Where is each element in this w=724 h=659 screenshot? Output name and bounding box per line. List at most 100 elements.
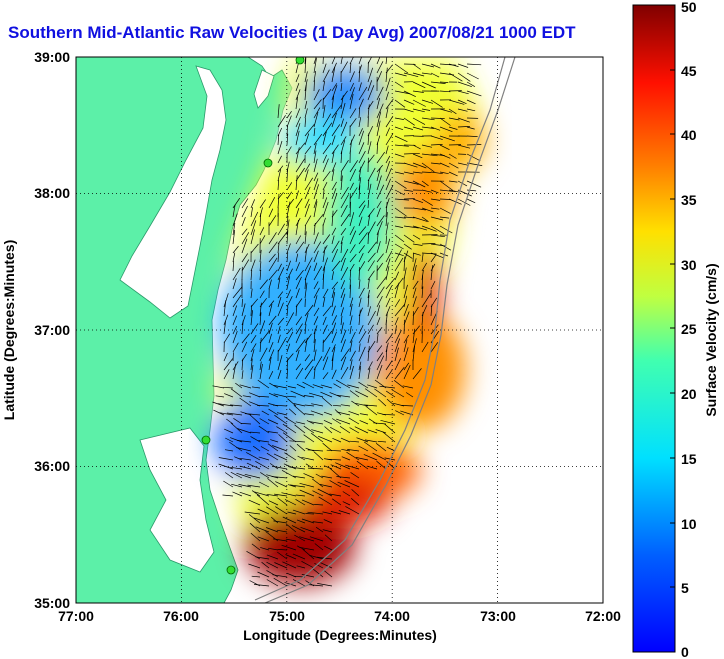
velocity-arrow bbox=[313, 568, 324, 578]
velocity-arrow bbox=[223, 352, 228, 362]
velocity-arrow bbox=[260, 446, 270, 452]
velocity-arrow bbox=[295, 190, 299, 200]
velocity-arrow bbox=[358, 267, 360, 281]
velocity-arrow bbox=[259, 249, 262, 263]
velocity-arrow bbox=[385, 277, 396, 290]
velocity-arrow bbox=[224, 449, 234, 452]
velocity-arrow bbox=[266, 579, 279, 587]
velocity-arrow bbox=[237, 428, 252, 434]
velocity-arrow bbox=[376, 61, 384, 74]
velocity-arrow bbox=[278, 434, 288, 443]
velocity-arrow bbox=[358, 253, 364, 263]
velocity-arrow bbox=[376, 231, 379, 245]
velocity-arrow bbox=[266, 554, 279, 560]
velocity-arrow bbox=[250, 310, 253, 326]
velocity-arrow bbox=[386, 398, 396, 407]
velocity-arrow bbox=[241, 315, 246, 326]
velocity-arrow bbox=[385, 185, 394, 200]
velocity-arrow bbox=[367, 67, 374, 83]
velocity-arrow bbox=[382, 413, 396, 416]
velocity-arrow bbox=[448, 171, 458, 177]
colorbar-tick-label: 0 bbox=[681, 644, 689, 659]
velocity-arrow bbox=[255, 526, 270, 533]
velocity-arrow bbox=[367, 384, 378, 389]
velocity-arrow bbox=[250, 335, 257, 344]
velocity-arrow bbox=[403, 126, 413, 130]
velocity-arrow bbox=[394, 325, 397, 335]
velocity-arrow bbox=[277, 104, 280, 119]
velocity-arrow bbox=[267, 431, 279, 434]
velocity-arrow bbox=[363, 404, 378, 407]
velocity-arrow bbox=[286, 252, 289, 263]
velocity-arrow bbox=[382, 431, 396, 443]
velocity-arrow bbox=[277, 231, 288, 245]
velocity-arrow bbox=[394, 358, 402, 371]
velocity-arrow bbox=[331, 271, 334, 281]
velocity-arrow bbox=[376, 326, 383, 335]
velocity-arrow bbox=[340, 82, 343, 92]
velocity-arrow bbox=[277, 355, 283, 371]
velocity-arrow bbox=[421, 341, 429, 353]
velocity-arrow bbox=[385, 178, 391, 191]
velocity-arrow bbox=[331, 354, 334, 371]
velocity-arrow bbox=[286, 312, 295, 326]
velocity-arrow bbox=[322, 324, 328, 335]
velocity-arrow bbox=[304, 124, 315, 137]
velocity-arrow bbox=[250, 243, 259, 254]
velocity-arrow bbox=[331, 305, 336, 317]
velocity-arrow bbox=[313, 262, 318, 272]
velocity-arrow bbox=[267, 443, 279, 452]
velocity-arrow bbox=[241, 205, 248, 218]
velocity-arrow bbox=[304, 100, 308, 110]
velocity-arrow bbox=[304, 84, 307, 101]
velocity-arrow bbox=[363, 454, 378, 461]
velocity-arrow bbox=[286, 296, 293, 308]
velocity-arrow bbox=[282, 432, 297, 443]
velocity-arrow bbox=[403, 117, 415, 126]
velocity-arrow bbox=[313, 281, 319, 290]
velocity-arrow bbox=[412, 90, 424, 93]
velocity-arrow bbox=[385, 369, 393, 380]
velocity-arrow bbox=[336, 476, 351, 479]
velocity-arrow bbox=[253, 517, 270, 524]
velocity-arrow bbox=[241, 333, 250, 344]
velocity-arrow bbox=[272, 574, 288, 578]
velocity-arrow bbox=[349, 63, 352, 74]
velocity-arrow bbox=[466, 63, 482, 66]
velocity-arrow bbox=[358, 66, 361, 83]
velocity-arrow bbox=[331, 322, 337, 335]
velocity-arrow bbox=[466, 81, 476, 88]
velocity-arrow bbox=[268, 232, 277, 245]
velocity-arrow bbox=[250, 431, 261, 434]
velocity-arrow bbox=[258, 456, 270, 461]
velocity-arrow bbox=[358, 98, 364, 110]
velocity-arrow bbox=[286, 268, 293, 281]
velocity-arrow bbox=[430, 225, 445, 235]
velocity-arrow bbox=[277, 223, 286, 236]
velocity-arrow bbox=[270, 439, 279, 443]
velocity-arrow bbox=[364, 388, 378, 398]
velocity-arrow bbox=[412, 368, 422, 380]
velocity-arrow bbox=[448, 108, 457, 115]
velocity-arrow bbox=[349, 297, 354, 308]
velocity-arrow bbox=[257, 508, 270, 515]
velocity-arrow bbox=[412, 153, 423, 159]
velocity-arrow bbox=[268, 215, 277, 227]
velocity-arrow bbox=[376, 241, 381, 254]
velocity-arrow bbox=[292, 509, 306, 515]
velocity-arrow bbox=[324, 545, 333, 551]
velocity-arrow bbox=[274, 562, 288, 569]
velocity-arrow bbox=[421, 180, 429, 187]
velocity-arrow bbox=[380, 419, 396, 425]
velocity-arrow bbox=[430, 342, 439, 353]
velocity-arrow bbox=[329, 392, 342, 398]
velocity-arrow bbox=[358, 216, 363, 227]
axes-box bbox=[75, 56, 604, 604]
velocity-arrow bbox=[367, 346, 370, 362]
velocity-arrow bbox=[421, 63, 435, 68]
velocity-arrow bbox=[385, 360, 393, 371]
velocity-arrow bbox=[367, 85, 375, 101]
velocity-arrow bbox=[313, 112, 319, 128]
velocity-arrow bbox=[439, 108, 453, 113]
velocity-arrow bbox=[268, 197, 276, 209]
